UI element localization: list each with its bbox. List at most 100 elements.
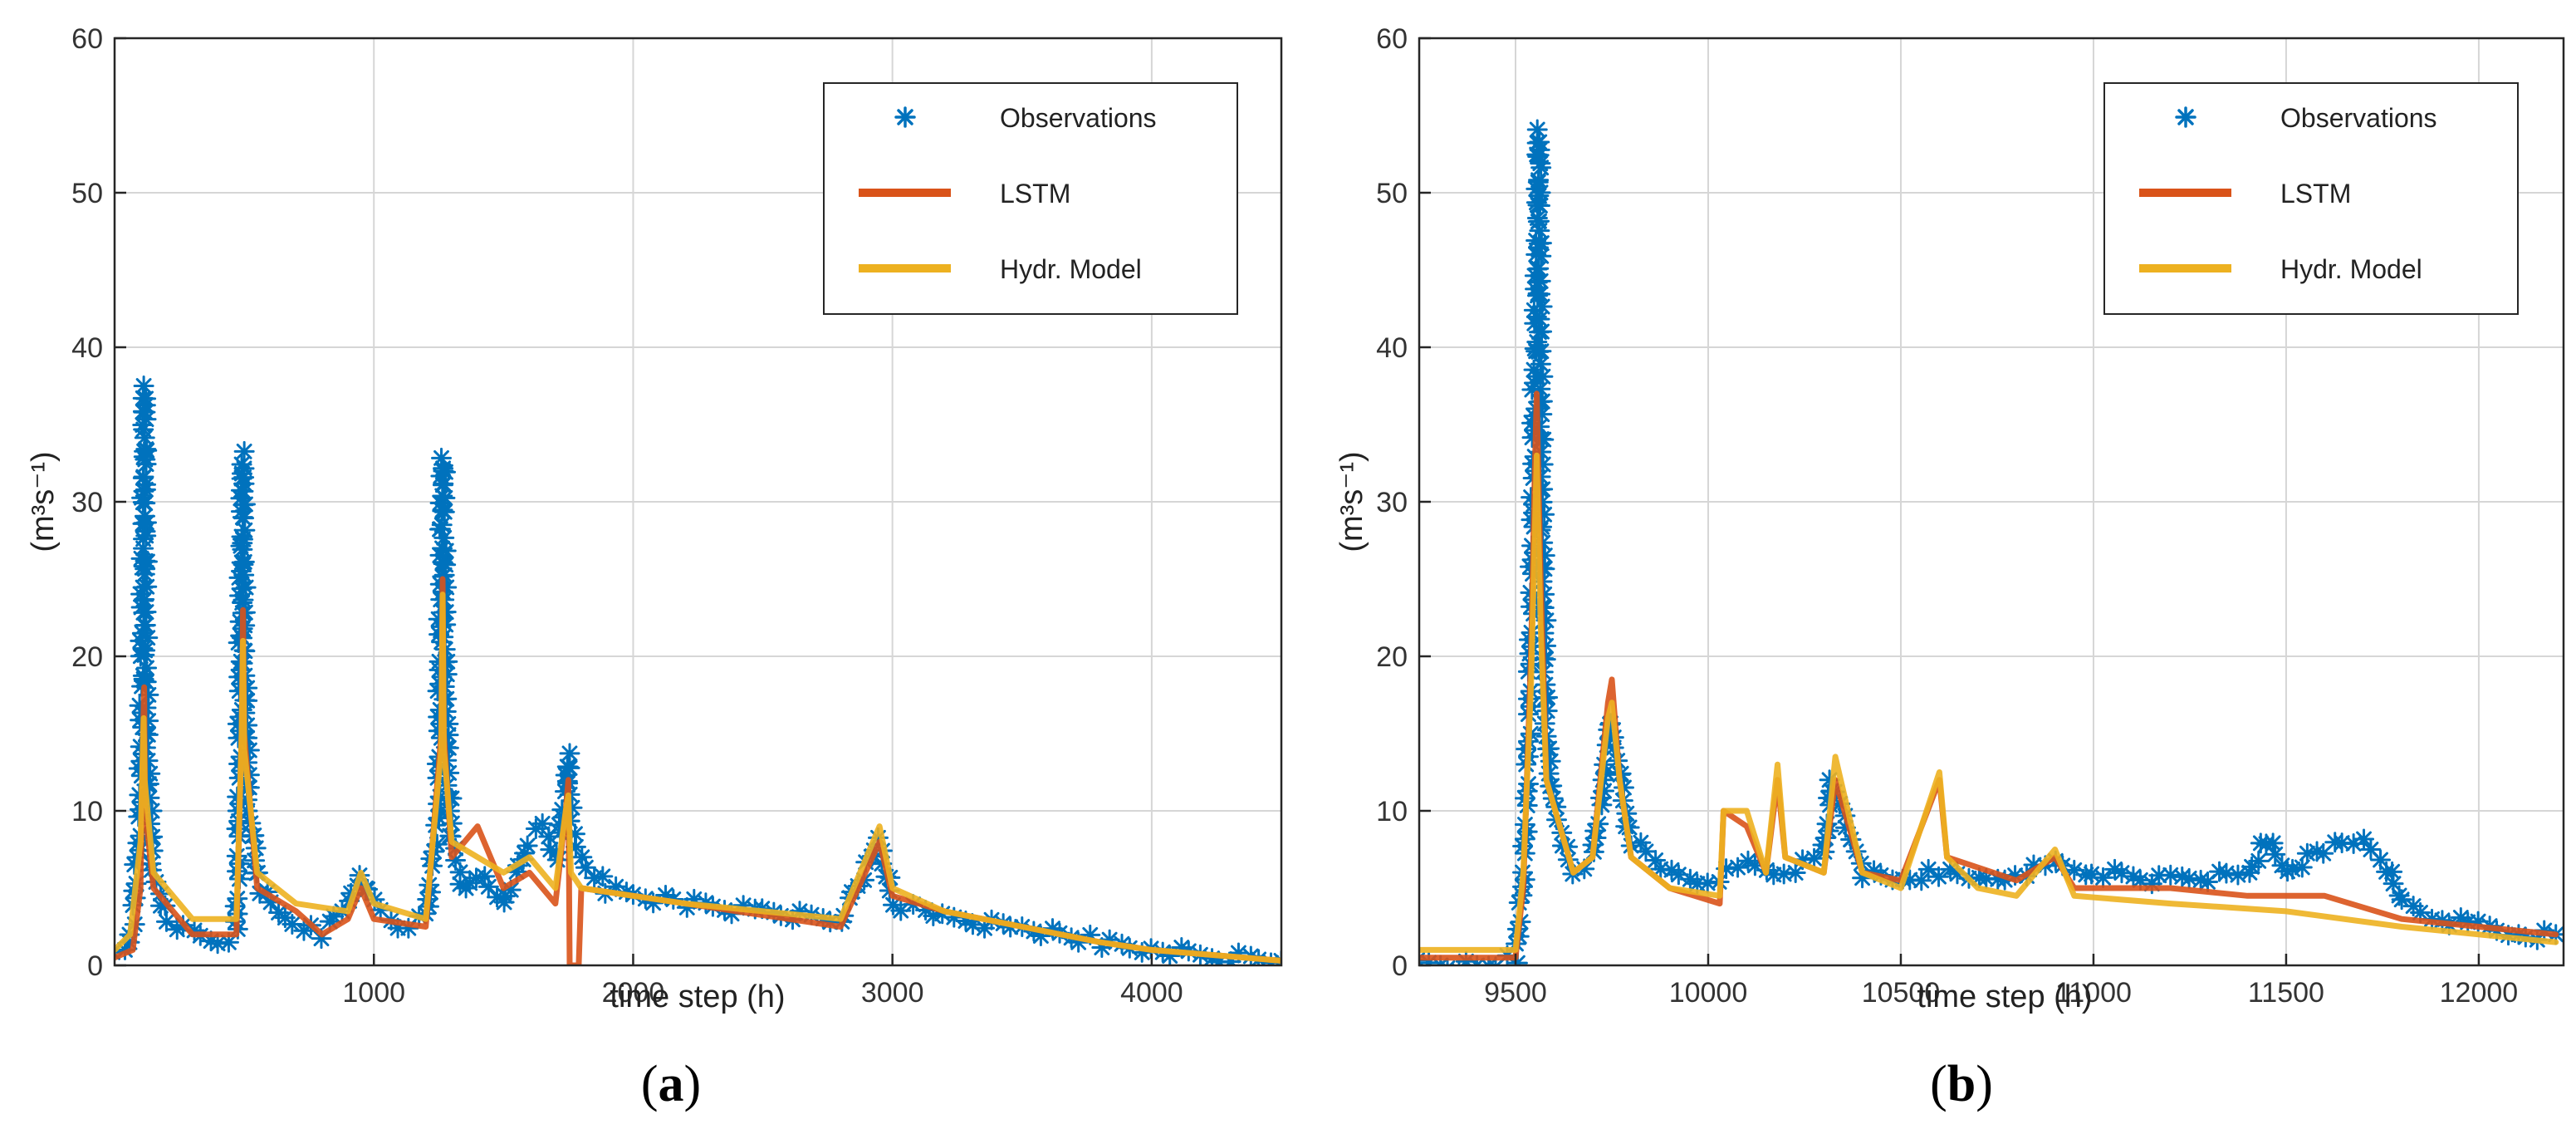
ticks-a: 0 10 20 30 40 50 60 1000 2000 3000 4000 [71, 23, 1183, 1009]
y-tick-label-b: 60 [1376, 23, 1408, 55]
observation-point-a [133, 601, 154, 623]
observation-point-a [575, 857, 596, 878]
observation-point-a [431, 514, 453, 536]
y-tick-label-b: 40 [1376, 332, 1408, 364]
observation-point-b [1528, 322, 1550, 343]
hydr-model-series-a [115, 592, 1281, 964]
y-axis-label-b: (m³s⁻¹) [1335, 451, 1369, 552]
observation-point-b [1439, 957, 1456, 965]
y-tick-label-a: 40 [71, 332, 103, 364]
y-tick-label-b: 10 [1376, 796, 1408, 827]
hydr-model-series-b [1419, 452, 2559, 953]
observation-point-a [134, 644, 155, 665]
observation-point-a [132, 415, 154, 436]
y-tick-label-a: 50 [71, 178, 103, 209]
observation-point-a [432, 474, 453, 496]
panel-label-a: (a) [641, 1056, 701, 1112]
observation-point-a [135, 615, 156, 636]
observation-point-b [1528, 341, 1550, 362]
observation-point-a [135, 493, 156, 514]
y-axis-label-a: (m³s⁻¹) [26, 451, 61, 552]
x-tick-label-b: 11500 [2248, 977, 2324, 1009]
x-tick-label-a: 4000 [1120, 977, 1183, 1009]
series-layer-a [115, 376, 1281, 965]
x-tick-label-b: 10500 [1862, 977, 1941, 1009]
x-tick-label-a: 1000 [342, 977, 405, 1009]
chart-panel-a: 0 10 20 30 40 50 60 1000 2000 3000 4000 time step … [26, 23, 1283, 1112]
legend-a: Observations LSTM Hydr. Model [823, 82, 1238, 315]
observation-point-b [2291, 857, 2313, 878]
observation-point-b [1528, 145, 1550, 166]
observation-point-b [1530, 182, 1551, 204]
x-tick-label-b: 9500 [1484, 977, 1547, 1009]
legend-observations-label-b: Observations [2280, 103, 2437, 133]
observation-point-b [2093, 867, 2114, 888]
observation-point-a [234, 519, 256, 541]
observation-point-a [231, 454, 252, 475]
panel-letter-a: a [659, 1056, 684, 1112]
observation-point-b [1928, 866, 1950, 887]
legend-box-b [2103, 82, 2519, 315]
observation-point-b [1528, 233, 1550, 254]
x-tick-label-a: 2000 [602, 977, 665, 1009]
observation-point-a [134, 427, 155, 449]
legend-lstm-label-a: LSTM [1000, 179, 1070, 209]
y-tick-label-b: 30 [1376, 487, 1408, 518]
observation-point-a [233, 480, 254, 502]
observation-point-a [232, 507, 253, 528]
observation-point-a [133, 376, 154, 396]
observation-point-b [1529, 308, 1550, 330]
observation-point-b [2360, 839, 2382, 860]
observation-point-b [1911, 870, 1932, 891]
legend-observations-marker-b [2175, 106, 2196, 128]
observation-point-b [1528, 258, 1550, 279]
observation-point-a [540, 839, 561, 861]
panel-letter-b: b [1947, 1056, 1976, 1112]
observation-point-a [517, 835, 538, 857]
observation-point-a [137, 627, 159, 649]
observations-series-b [1419, 119, 2564, 965]
observation-point-a [218, 931, 239, 953]
legend-hydr-label-a: Hydr. Model [1000, 254, 1142, 284]
observation-point-b [1529, 194, 1550, 216]
observation-point-a [135, 525, 157, 547]
ticks-b: 0 10 20 30 40 50 60 9500 10000 10500 11000 11500 120… [1376, 23, 2518, 1009]
observation-point-a [433, 527, 455, 548]
observation-point-a [592, 866, 614, 887]
observation-point-a [435, 461, 457, 483]
observation-point-a [282, 913, 303, 935]
legend-lstm-label-b: LSTM [2280, 179, 2351, 209]
observation-point-a [134, 440, 155, 462]
legend-observations-label-a: Observations [1000, 103, 1157, 133]
x-tick-label-b: 10000 [1669, 977, 1748, 1009]
y-tick-label-a: 0 [87, 950, 103, 982]
x-tick-label-b: 12000 [2440, 977, 2519, 1009]
observation-point-a [134, 563, 155, 585]
y-tick-label-b: 20 [1376, 641, 1408, 673]
observation-point-a [435, 540, 457, 562]
y-tick-label-b: 0 [1392, 950, 1408, 982]
observation-point-a [477, 876, 499, 897]
observation-point-b [2216, 862, 2237, 884]
observation-point-b [1737, 850, 1759, 871]
observation-point-b [1526, 208, 1548, 229]
observation-point-a [433, 501, 455, 523]
observation-point-a [133, 538, 154, 559]
observation-point-a [136, 551, 158, 572]
observation-point-b [2265, 843, 2286, 865]
observation-point-b [1529, 220, 1550, 242]
observation-point-a [155, 911, 177, 932]
observation-point-b [1528, 169, 1550, 191]
legend-observations-marker-a [894, 106, 916, 128]
y-tick-label-b: 50 [1376, 178, 1408, 209]
observation-point-b [1530, 353, 1551, 375]
y-tick-label-a: 30 [71, 487, 103, 518]
observation-point-a [559, 757, 580, 778]
observation-point-a [133, 466, 154, 488]
x-axis-label-a: time step (h) [610, 979, 785, 1014]
observation-point-b [2353, 828, 2375, 850]
observation-point-a [234, 493, 256, 515]
y-tick-label-a: 10 [71, 796, 103, 827]
observation-point-a [435, 554, 457, 576]
